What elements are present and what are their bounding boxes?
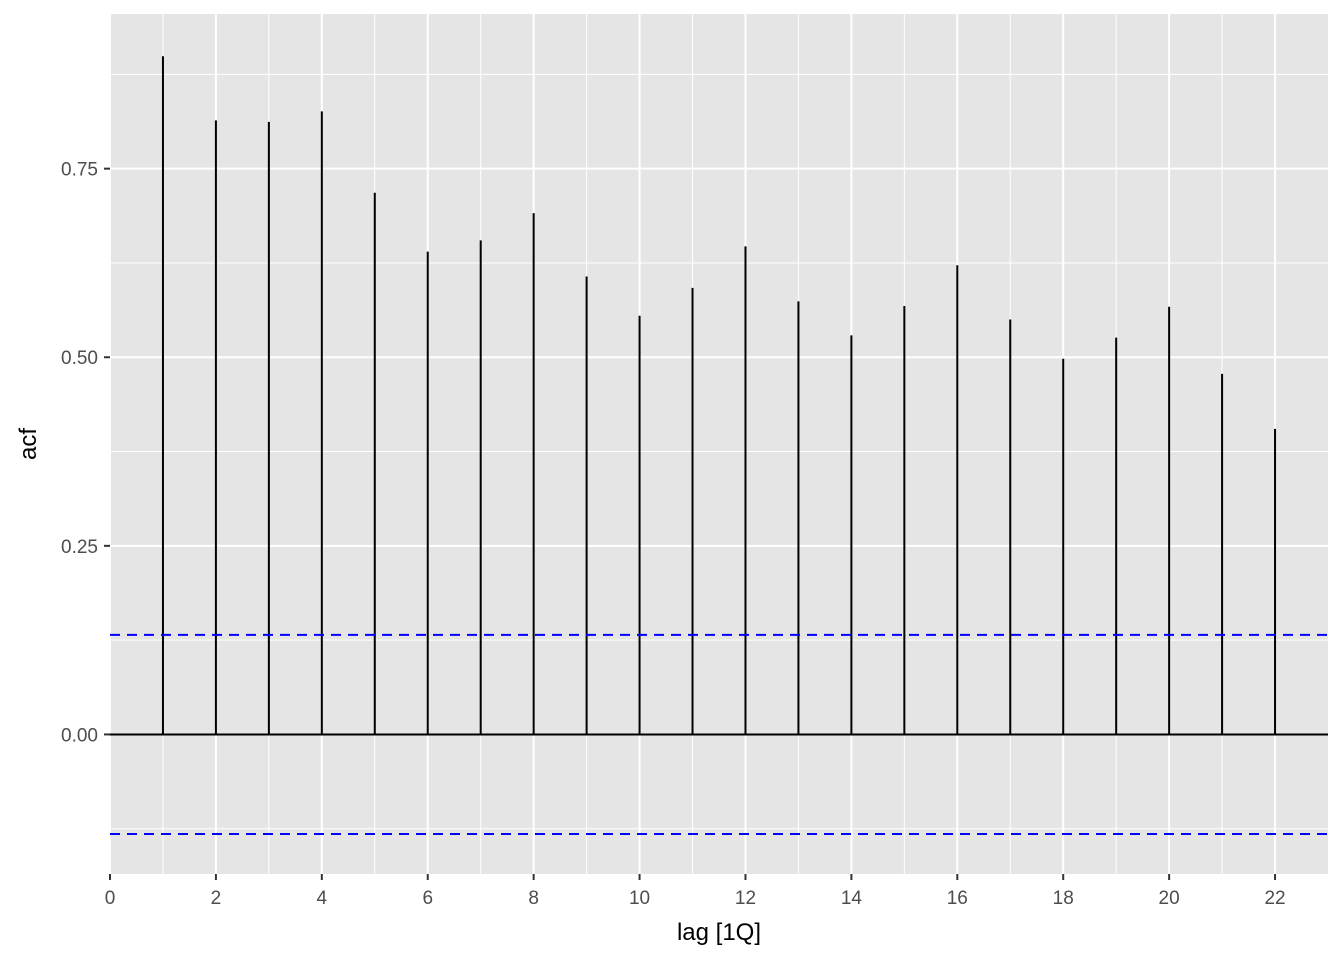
x-tick-label: 18: [1053, 888, 1074, 909]
acf-bars: [161, 56, 1277, 735]
x-axis-title: lag [1Q]: [677, 919, 761, 946]
x-tick-label: 20: [1159, 888, 1180, 909]
y-axis-title: acf: [15, 428, 42, 460]
x-tick-label: 22: [1264, 888, 1285, 909]
axes: 0 2 4 6 8 10 12 14 16 18 20 22 0.00 0.25 0.50 0.75: [61, 160, 1286, 909]
y-tick-label: 0.75: [61, 160, 98, 181]
x-tick-label: 6: [422, 888, 433, 909]
plot-panel: [110, 14, 1328, 874]
x-tick-label: 12: [735, 888, 756, 909]
x-tick-label: 2: [211, 888, 222, 909]
x-tick-label: 0: [105, 888, 116, 909]
x-tick-label: 10: [629, 888, 650, 909]
x-tick-label: 14: [841, 888, 863, 909]
y-tick-label: 0.50: [61, 348, 98, 369]
y-tick-label: 0.00: [61, 725, 98, 746]
x-tick-label: 16: [947, 888, 968, 909]
y-tick-label: 0.25: [61, 537, 98, 558]
x-tick-label: 8: [528, 888, 539, 909]
x-tick-label: 4: [317, 888, 328, 909]
